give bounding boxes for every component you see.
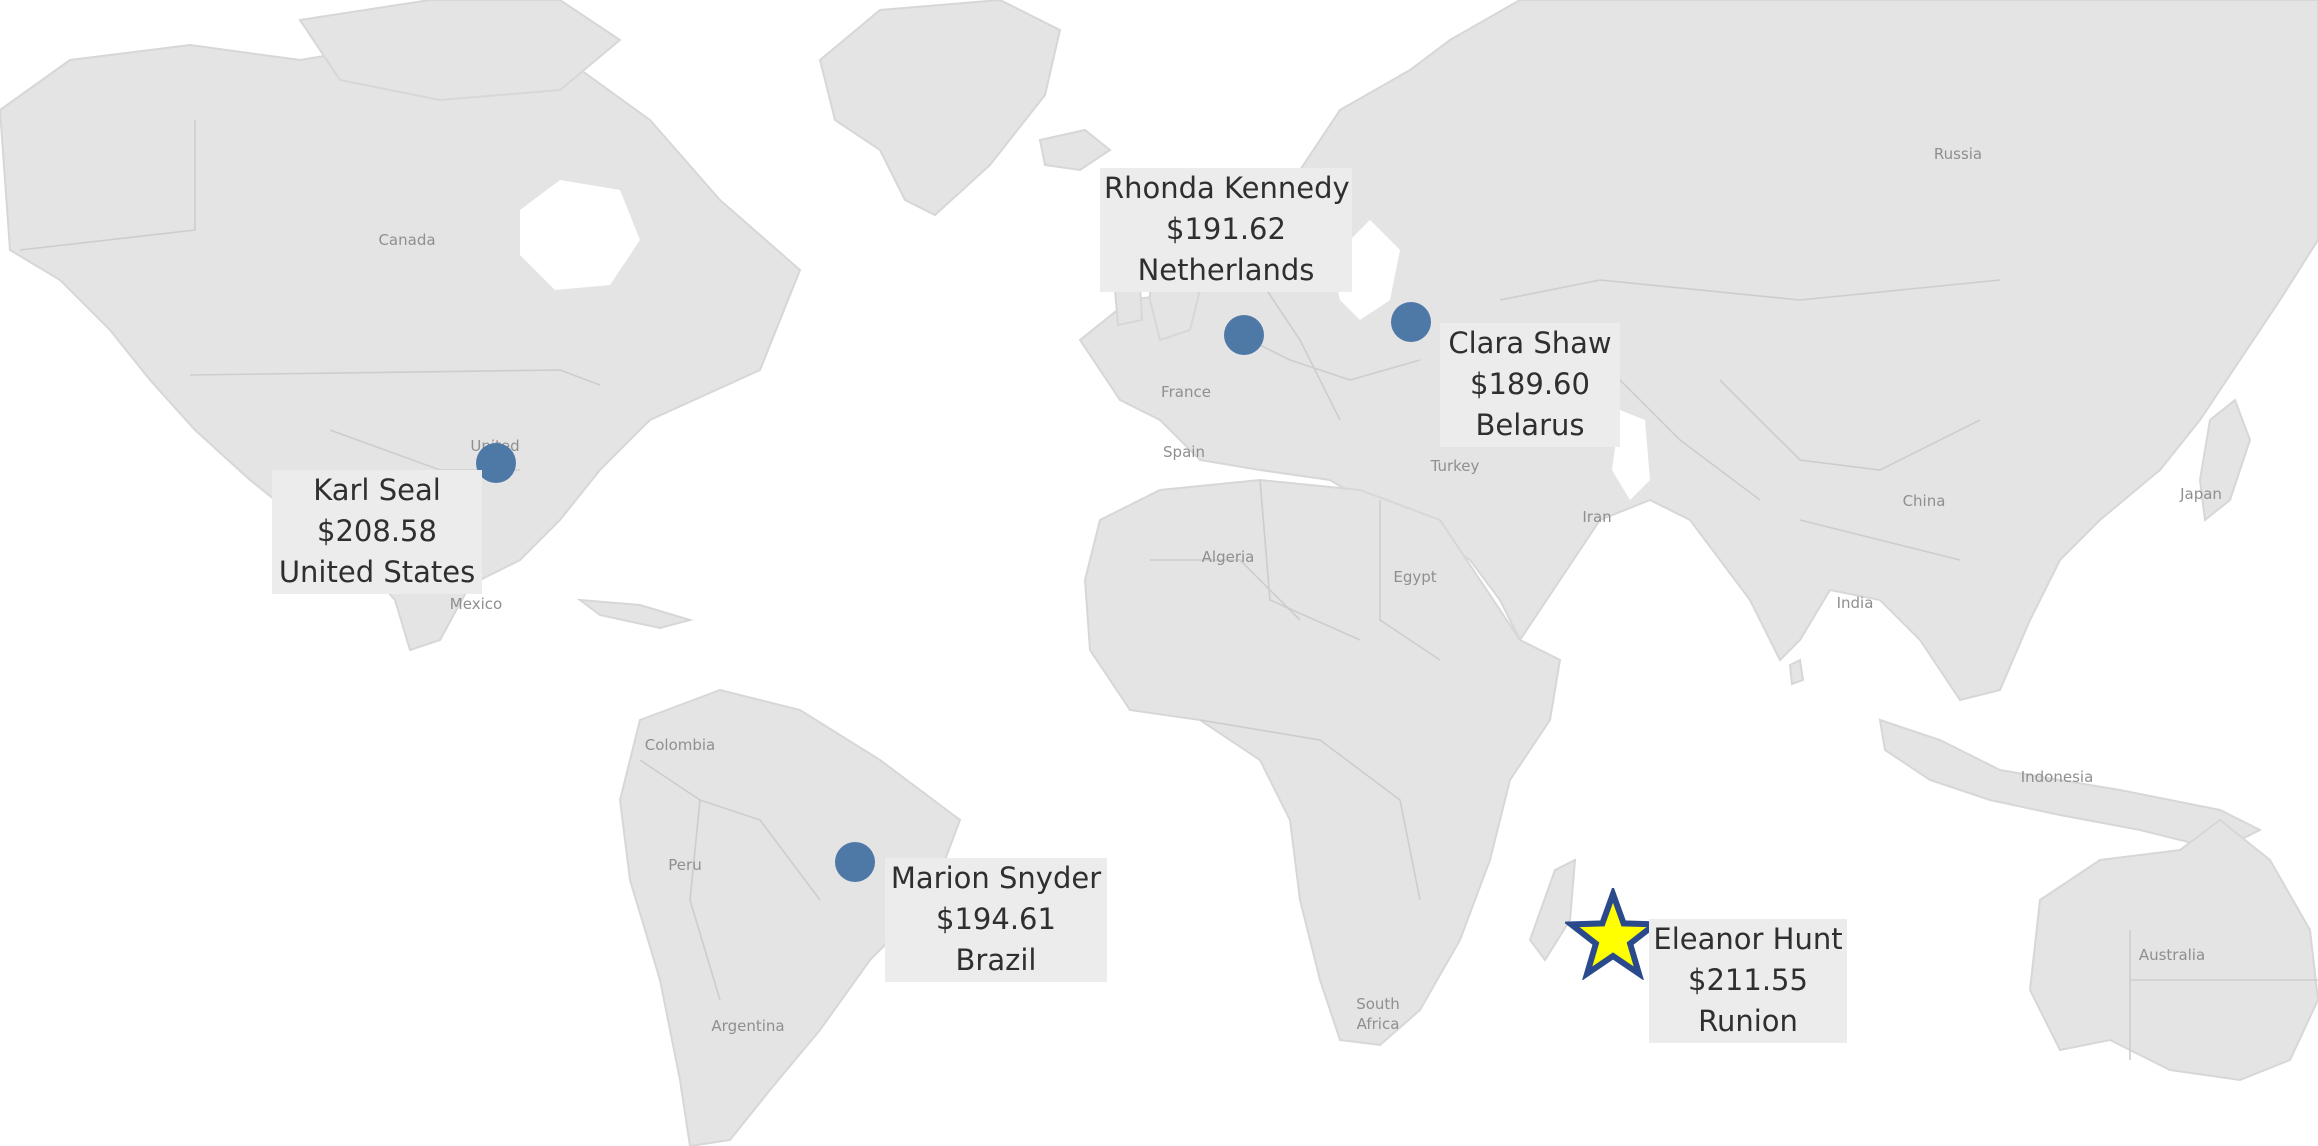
callout-karl-seal: Karl Seal $208.58 United States xyxy=(272,470,482,594)
callout-country: Belarus xyxy=(1475,408,1585,442)
callout-amount: $211.55 xyxy=(1688,963,1808,997)
country-label-france: France xyxy=(1161,383,1211,401)
country-label-russia: Russia xyxy=(1933,145,1983,163)
caspian-sea xyxy=(1612,410,1650,500)
callout-amount: $208.58 xyxy=(317,514,437,548)
callout-country: United States xyxy=(278,555,476,589)
callout-amount: $194.61 xyxy=(936,902,1056,936)
callout-country: Netherlands xyxy=(1137,253,1315,287)
callout-marion-snyder: Marion Snyder $194.61 Brazil xyxy=(885,858,1107,982)
star-icon[interactable] xyxy=(1565,888,1661,980)
landmass-arctic-islands xyxy=(298,0,622,102)
callout-country: Brazil xyxy=(955,943,1037,977)
country-label-argentina: Argentina xyxy=(711,1017,785,1035)
callout-eleanor-hunt: Eleanor Hunt $211.55 Runion xyxy=(1649,919,1847,1043)
mark-clara-shaw[interactable] xyxy=(1391,302,1431,342)
callout-customer: Karl Seal xyxy=(313,473,441,507)
country-label-egypt: Egypt xyxy=(1393,568,1437,586)
country-label-india: India xyxy=(1836,594,1874,612)
mark-eleanor-hunt xyxy=(1565,888,1661,980)
country-label-turkey: Turkey xyxy=(1430,457,1480,475)
country-label-south-africa-line2: Africa xyxy=(1356,1015,1400,1033)
country-label-indonesia: Indonesia xyxy=(2020,768,2094,786)
country-label-iran: Iran xyxy=(1582,508,1612,526)
landmass-africa xyxy=(1083,478,1562,1047)
landmass-greenland xyxy=(818,0,1062,217)
callout-amount: $189.60 xyxy=(1470,367,1590,401)
landmass-indonesia xyxy=(1878,718,2263,852)
callout-customer: Clara Shaw xyxy=(1448,326,1612,360)
hudson-bay xyxy=(520,180,640,290)
landmass-sri-lanka xyxy=(1788,658,1805,686)
callout-customer: Rhonda Kennedy xyxy=(1104,171,1350,205)
mark-rhonda-kennedy[interactable] xyxy=(1224,315,1264,355)
country-label-colombia: Colombia xyxy=(644,736,716,754)
country-borders xyxy=(19,120,2318,1060)
country-label-mexico: Mexico xyxy=(449,595,503,613)
country-label-australia: Australia xyxy=(2138,946,2206,964)
callout-country: Runion xyxy=(1698,1004,1798,1038)
callout-customer: Eleanor Hunt xyxy=(1653,922,1843,956)
country-label-china: China xyxy=(1902,492,1946,510)
callout-clara-shaw: Clara Shaw $189.60 Belarus xyxy=(1440,323,1620,447)
country-label-canada: Canada xyxy=(378,231,436,249)
mark-karl-seal[interactable] xyxy=(476,443,516,483)
callout-amount: $191.62 xyxy=(1166,212,1286,246)
landmass-japan xyxy=(2198,398,2252,522)
callout-rhonda-kennedy: Rhonda Kennedy $191.62 Netherlands xyxy=(1100,168,1352,292)
mark-marion-snyder[interactable] xyxy=(835,842,875,882)
country-label-peru: Peru xyxy=(668,856,702,874)
country-label-algeria: Algeria xyxy=(1201,548,1255,566)
callout-customer: Marion Snyder xyxy=(890,861,1102,895)
country-label-japan: Japan xyxy=(2180,485,2222,503)
landmass-iceland xyxy=(1038,128,1112,172)
country-label-south-africa-line1: South xyxy=(1356,995,1400,1013)
landmass-australia xyxy=(2028,818,2318,1082)
landmass-caribbean xyxy=(576,598,694,630)
country-label-spain: Spain xyxy=(1163,443,1205,461)
landmass-madagascar xyxy=(1528,858,1577,962)
landmass-south-america xyxy=(618,688,962,1146)
